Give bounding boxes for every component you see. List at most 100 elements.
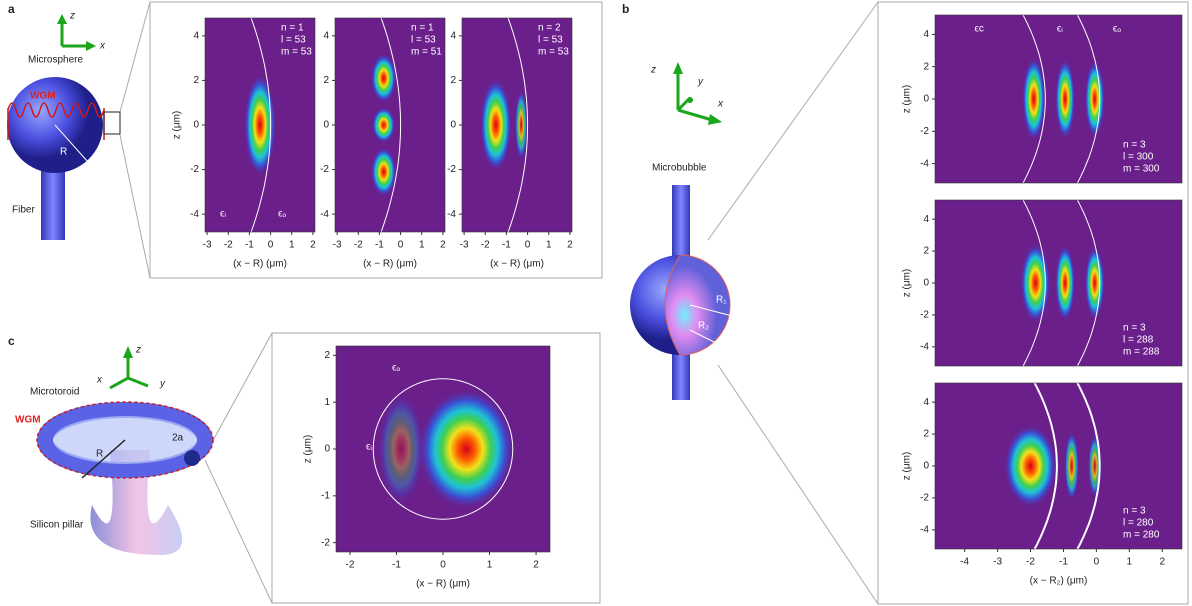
y-tick-label: 4 (323, 30, 329, 41)
mode-index: m = 53 (538, 47, 569, 58)
y-tick-label: 2 (923, 246, 929, 257)
axes-icon (57, 14, 96, 51)
x-tick-label: 1 (289, 240, 295, 251)
y-tick-label: -4 (920, 524, 929, 535)
x-tick-label: -1 (502, 240, 511, 251)
y-tick-label: -2 (320, 164, 329, 175)
mode-lobe (244, 74, 276, 177)
mode-lobe (1022, 57, 1045, 141)
mode-lobe (1064, 431, 1078, 501)
y-tick-label: 2 (323, 75, 329, 86)
radius-label: R₁ (716, 295, 727, 306)
mode-index: l = 53 (538, 35, 563, 46)
x-tick-label: -2 (224, 240, 233, 251)
x-axis-label: (x − R) (μm) (416, 579, 470, 590)
connector (205, 333, 272, 455)
x-tick-label: 2 (1159, 557, 1165, 568)
x-tick-label: -2 (481, 240, 490, 251)
mode-lobe (1021, 243, 1051, 323)
radius-label: R (96, 449, 103, 460)
connector (708, 2, 878, 240)
x-tick-label: -3 (460, 240, 469, 251)
mode-lobe (371, 54, 396, 103)
y-tick-label: -4 (320, 209, 329, 220)
x-tick-label: -2 (354, 240, 363, 251)
mode-lobe (1055, 59, 1075, 140)
x-tick-label: 2 (440, 240, 446, 251)
connector (120, 135, 150, 278)
y-tick-label: 0 (323, 120, 329, 131)
toroid-section (184, 450, 200, 466)
stem-label: Fiber (12, 205, 35, 216)
y-tick-label: 2 (193, 75, 199, 86)
y-tick-label: -4 (920, 158, 929, 169)
x-tick-label: -1 (392, 560, 401, 571)
y-tick-label: 4 (193, 30, 199, 41)
mode-index: l = 280 (1123, 518, 1154, 529)
axis-label: x (99, 41, 106, 52)
x-tick-label: 0 (525, 240, 531, 251)
y-tick-label: -4 (920, 341, 929, 352)
x-tick-label: 1 (419, 240, 425, 251)
x-tick-label: -1 (245, 240, 254, 251)
medium-label: ϵᵢ (1057, 24, 1063, 35)
mode-index: m = 53 (281, 47, 312, 58)
radius-label: R₂ (698, 321, 709, 332)
axis-label: x (717, 99, 724, 110)
y-tick-label: 4 (923, 214, 929, 225)
y-tick-label: 0 (450, 120, 456, 131)
mode-lobe (1085, 60, 1105, 138)
connector (120, 2, 150, 112)
connector (718, 365, 878, 604)
y-tick-label: 2 (324, 350, 330, 361)
x-tick-label: 0 (440, 560, 446, 571)
y-tick-label: -4 (190, 209, 199, 220)
x-tick-label: -1 (1059, 557, 1068, 568)
mode-index: n = 3 (1123, 506, 1146, 517)
connector (205, 460, 272, 603)
axis-label: z (69, 11, 75, 22)
y-axis-label: z (μm) (902, 269, 913, 298)
stem-label: Silicon pillar (30, 520, 84, 531)
mode-index: n = 2 (538, 23, 561, 34)
x-tick-label: -2 (1026, 557, 1035, 568)
axis-label: z (135, 345, 141, 356)
x-axis-label: (x − R) (μm) (233, 259, 287, 270)
object-label: Microtoroid (30, 387, 79, 398)
x-tick-label: 0 (1094, 557, 1100, 568)
medium-label: ϵₒ (392, 363, 400, 374)
y-tick-label: -2 (920, 310, 929, 321)
axis-label: z (650, 65, 656, 76)
y-tick-label: -1 (321, 490, 330, 501)
mode-index: n = 1 (281, 23, 304, 34)
mode-index: n = 3 (1123, 140, 1146, 151)
mode-index: l = 53 (411, 35, 436, 46)
mode-index: l = 300 (1123, 152, 1154, 163)
mode-index: m = 288 (1123, 347, 1160, 358)
y-tick-label: -4 (447, 209, 456, 220)
panel-label: a (8, 2, 15, 16)
mode-index: m = 51 (411, 47, 442, 58)
minor-label: 2a (172, 433, 184, 444)
axes-icon (673, 62, 722, 125)
mode-lobe (480, 78, 512, 172)
x-tick-label: 1 (1127, 557, 1133, 568)
mode-lobe (1085, 246, 1105, 319)
mode-index: m = 280 (1123, 530, 1160, 541)
object-label: Microsphere (28, 55, 83, 66)
y-tick-label: -2 (920, 126, 929, 137)
y-tick-label: 2 (450, 75, 456, 86)
medium-label: ϵᵢ (220, 209, 226, 220)
radius-label: R (60, 147, 67, 158)
x-tick-label: 1 (546, 240, 552, 251)
zoom-box (104, 112, 120, 134)
y-tick-label: 4 (450, 30, 456, 41)
x-tick-label: 1 (487, 560, 493, 571)
x-axis-label: (x − R) (μm) (490, 259, 544, 270)
y-axis-label: z (μm) (172, 111, 183, 140)
x-axis-label: (x − R₂) (μm) (1030, 576, 1088, 587)
y-tick-label: 0 (193, 120, 199, 131)
mode-lobe (1055, 245, 1075, 322)
x-tick-label: -3 (333, 240, 342, 251)
y-axis-label: z (μm) (902, 452, 913, 481)
